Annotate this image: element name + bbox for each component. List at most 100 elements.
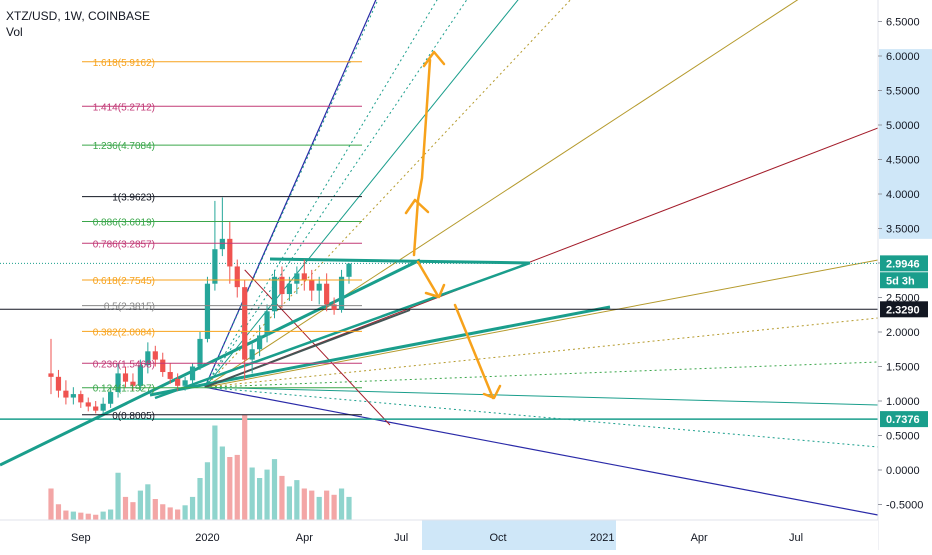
fan-ray-extra-1 bbox=[204, 0, 379, 388]
volume-bar bbox=[130, 502, 136, 520]
volume-bar bbox=[182, 505, 188, 520]
chart-legend: XTZ/USD, 1W, COINBASE Vol bbox=[6, 8, 150, 40]
fan-ray-6 bbox=[204, 259, 878, 388]
volume-bar bbox=[257, 478, 263, 520]
volume-bar bbox=[331, 494, 337, 520]
volume-bar bbox=[70, 511, 76, 520]
volume-bar bbox=[301, 488, 307, 520]
arrow-up-target bbox=[412, 58, 432, 257]
price-range-highlight bbox=[879, 49, 932, 239]
fib-level-label: 1.236(4.7084) bbox=[93, 141, 155, 152]
candle-body bbox=[212, 249, 218, 284]
candle-body bbox=[70, 394, 76, 398]
price-tick-label: 6.0000 bbox=[886, 51, 920, 63]
volume-layer bbox=[48, 415, 352, 520]
time-axis[interactable]: Sep 2020 Apr Jul Oct 2021 Apr Jul bbox=[0, 519, 878, 550]
fib-level-label: 0.236(1.5468) bbox=[93, 359, 155, 370]
candle-body bbox=[227, 238, 233, 267]
volume-bar bbox=[338, 488, 345, 520]
volume-bar bbox=[100, 511, 106, 520]
candles-layer bbox=[48, 197, 352, 415]
fib-level-label: 0.382(2.0084) bbox=[93, 327, 155, 338]
ascending-support-trendline bbox=[0, 258, 421, 467]
volume-bar bbox=[346, 496, 352, 520]
fib-level-label: 0.886(3.6019) bbox=[93, 217, 155, 228]
candle-body bbox=[152, 351, 158, 360]
price-tick-label: 4.5000 bbox=[886, 155, 920, 167]
candle-body bbox=[182, 380, 188, 386]
volume-bar bbox=[152, 499, 158, 520]
time-tick-label: Sep bbox=[71, 532, 91, 544]
arrow-down-short bbox=[416, 260, 440, 298]
arrowhead-up-mid bbox=[404, 198, 430, 215]
candle-body bbox=[115, 373, 121, 393]
fib-level-label: 0.618(2.7545) bbox=[93, 276, 155, 287]
time-tick-label: Jul bbox=[394, 532, 408, 544]
volume-bar bbox=[316, 496, 322, 520]
candle-body bbox=[264, 311, 270, 336]
candle-body bbox=[108, 392, 114, 404]
lower-channel-trendline bbox=[149, 305, 611, 397]
price-tick-label: 3.5000 bbox=[886, 224, 920, 236]
candle-body bbox=[301, 273, 307, 281]
volume-bar bbox=[264, 469, 270, 520]
price-badge bbox=[880, 301, 928, 318]
volume-bar bbox=[160, 504, 166, 520]
price-tick-label: 5.5000 bbox=[886, 86, 920, 98]
price-tick-label: 2.0000 bbox=[886, 327, 920, 339]
volume-bar bbox=[271, 459, 278, 520]
volume-bar bbox=[93, 514, 99, 520]
volume-bar bbox=[219, 446, 225, 520]
price-tick-label: 1.0000 bbox=[886, 396, 920, 408]
candle-body bbox=[167, 372, 173, 379]
price-tick-label: 0.5000 bbox=[886, 431, 920, 443]
candle-body bbox=[160, 359, 166, 373]
price-tick-label: 1.5000 bbox=[886, 362, 920, 374]
candle-body bbox=[93, 406, 99, 411]
volume-bar bbox=[167, 507, 173, 520]
arrows-layer bbox=[404, 50, 502, 400]
fib-level-label: 0.124(1.1927) bbox=[93, 384, 155, 395]
volume-bar bbox=[175, 509, 181, 520]
candle-body bbox=[219, 238, 225, 250]
volume-bar bbox=[122, 496, 129, 520]
time-range-highlight bbox=[422, 520, 616, 550]
volume-bar bbox=[55, 504, 62, 520]
volume-bar bbox=[85, 513, 91, 520]
candle-body bbox=[316, 283, 322, 291]
candle-body bbox=[100, 403, 106, 411]
fib-level-label: 1(3.9623) bbox=[112, 193, 155, 204]
price-badge-label: 2.9946 bbox=[886, 258, 920, 270]
drawings-layer bbox=[0, 0, 878, 516]
fan-ray-4 bbox=[204, 0, 799, 388]
price-badge bbox=[880, 255, 928, 272]
candle-body bbox=[48, 373, 54, 377]
time-tick-label: 2020 bbox=[195, 532, 219, 544]
volume-bar bbox=[242, 415, 248, 520]
volume-bar bbox=[309, 490, 315, 520]
red-diagonal bbox=[244, 269, 391, 426]
candle-body bbox=[271, 276, 278, 312]
candle-body bbox=[249, 349, 255, 360]
fan-ray-11 bbox=[204, 386, 878, 516]
fan-ray-7 bbox=[204, 317, 878, 388]
price-axis[interactable]: 6.5000 6.0000 5.5000 5.0000 4.5000 4.0000 3.50… bbox=[877, 0, 932, 550]
fan-ray-1 bbox=[204, 0, 438, 388]
candle-body bbox=[204, 283, 211, 339]
candle-body bbox=[257, 335, 263, 350]
volume-indicator-label[interactable]: Vol bbox=[6, 25, 23, 39]
triangle-upper-line bbox=[269, 257, 531, 265]
price-badge bbox=[880, 411, 928, 428]
candle-body bbox=[286, 283, 292, 295]
candle-body bbox=[145, 351, 151, 366]
candle-body bbox=[85, 402, 91, 407]
dark-trendline bbox=[204, 309, 411, 389]
symbol-title[interactable]: XTZ/USD, 1W, COINBASE bbox=[6, 9, 151, 23]
candle-body bbox=[137, 365, 143, 386]
volume-bar bbox=[324, 490, 330, 520]
candle-body bbox=[331, 304, 337, 310]
volume-bar bbox=[145, 484, 151, 520]
fib-level-label: 0.786(3.2857) bbox=[93, 239, 155, 250]
